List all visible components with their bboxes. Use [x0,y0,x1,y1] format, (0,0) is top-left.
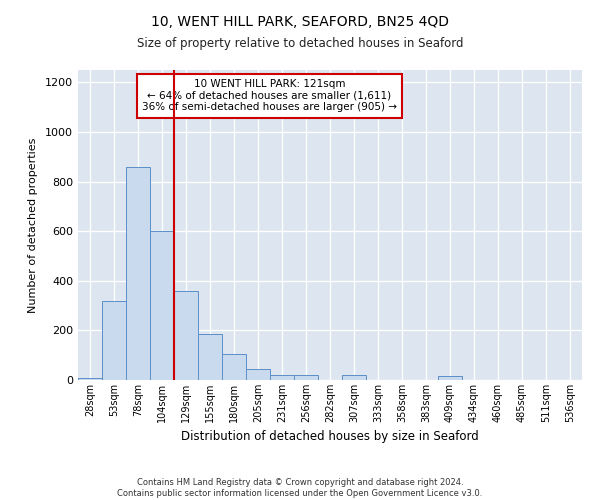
Bar [174,290,198,380]
Bar [294,375,318,380]
Bar [78,378,102,380]
Bar [246,369,270,380]
Text: 10, WENT HILL PARK, SEAFORD, BN25 4QD: 10, WENT HILL PARK, SEAFORD, BN25 4QD [151,15,449,29]
Bar [222,354,246,380]
Bar [438,376,462,380]
X-axis label: Distribution of detached houses by size in Seaford: Distribution of detached houses by size … [181,430,479,444]
Text: 10 WENT HILL PARK: 121sqm
← 64% of detached houses are smaller (1,611)
36% of se: 10 WENT HILL PARK: 121sqm ← 64% of detac… [142,80,397,112]
Y-axis label: Number of detached properties: Number of detached properties [28,138,38,312]
Bar [126,166,150,380]
Text: Size of property relative to detached houses in Seaford: Size of property relative to detached ho… [137,38,463,51]
Bar [198,334,222,380]
Bar [342,375,366,380]
Bar [150,231,174,380]
Bar [270,375,294,380]
Bar [102,300,126,380]
Text: Contains HM Land Registry data © Crown copyright and database right 2024.
Contai: Contains HM Land Registry data © Crown c… [118,478,482,498]
